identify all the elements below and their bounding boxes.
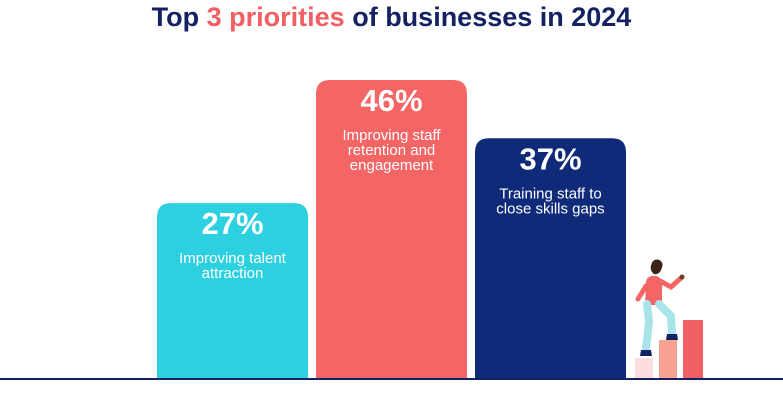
bar-3 [475,138,626,378]
bar-category-label-3: Training staff to close skills gaps [496,185,604,217]
title-prefix: Top [151,2,207,32]
step-small [635,358,653,378]
person-climbing-steps-illustration [635,259,703,378]
bar-value-label-2: 46% [360,83,422,118]
bar-category-label-2: Improving staff retention and engagement [342,127,441,174]
bar-value-label-3: 37% [519,141,581,176]
baseline [0,378,783,380]
bar-2 [316,80,467,378]
bar-group-2: 46% Improving staff retention and engagemen… [316,80,467,378]
bar-group-1: 27% Improving talent attraction [157,203,308,378]
bar-1 [157,203,308,378]
step-large [683,320,703,378]
climbing-person-icon [635,259,685,356]
bar-value-label-1: 27% [201,206,263,241]
title-suffix: of businesses in 2024 [344,2,632,32]
bar-category-label-1: Improving talent attraction [179,250,287,282]
title-accent: 3 priorities [206,2,345,32]
bar-group-3: 37% Training staff to close skills gaps [475,138,626,378]
step-medium [659,340,677,378]
chart-title: Top 3 priorities of businesses in 2024 [0,2,783,33]
